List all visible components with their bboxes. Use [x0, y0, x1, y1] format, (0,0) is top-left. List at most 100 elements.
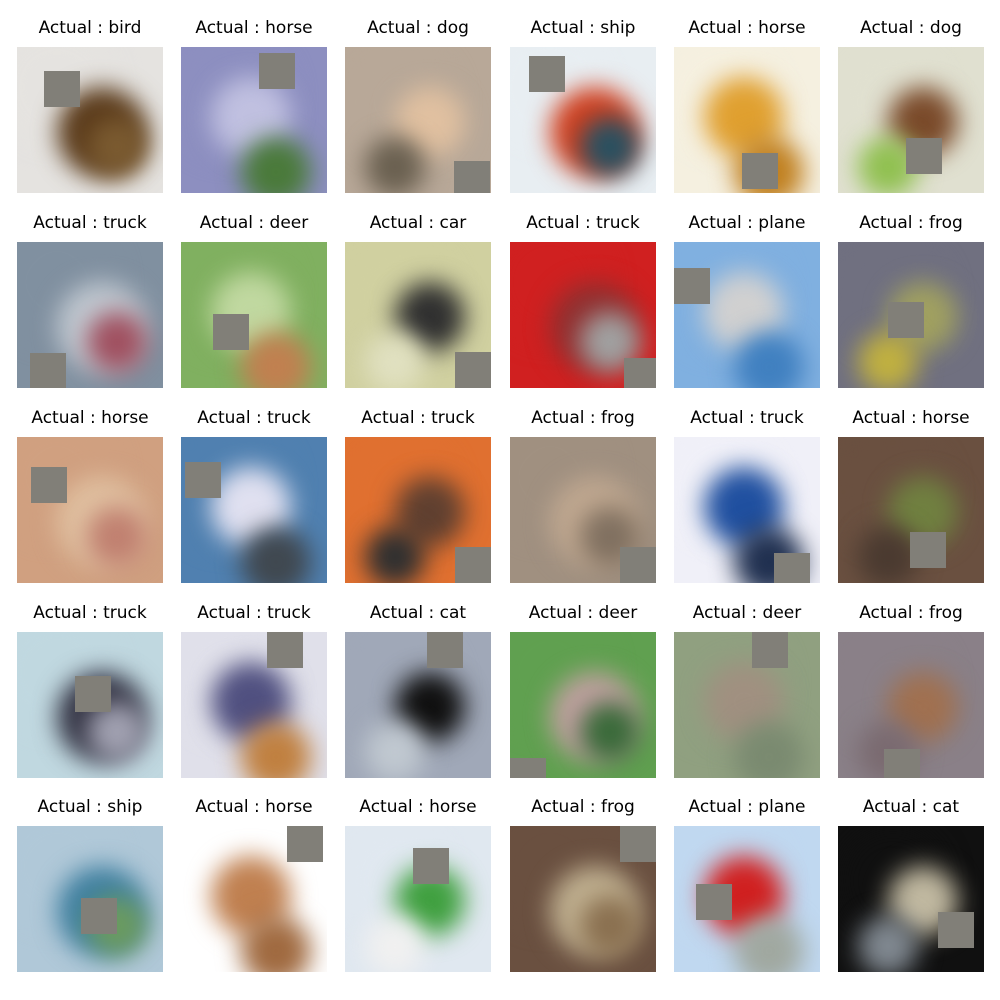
tile-image	[17, 437, 163, 583]
tile-label: Actual : car	[369, 213, 467, 233]
occlusion-mask	[910, 532, 946, 568]
tile-label: Actual : truck	[690, 408, 804, 428]
tile-label: Actual : horse	[359, 797, 477, 817]
tile-image	[838, 242, 984, 388]
image-blob	[87, 312, 147, 372]
tile-image	[181, 47, 327, 193]
tile-label: Actual : horse	[195, 18, 313, 38]
occlusion-mask	[674, 268, 710, 304]
tile-label: Actual : deer	[528, 603, 638, 623]
tile-image	[838, 437, 984, 583]
tile-label: Actual : truck	[33, 603, 147, 623]
tile-label: Actual : frog	[531, 797, 635, 817]
image-blob	[734, 722, 804, 778]
tile-label: Actual : horse	[852, 408, 970, 428]
image-blob	[241, 722, 311, 778]
tile-label: Actual : cat	[369, 603, 467, 623]
occlusion-mask	[213, 314, 249, 350]
image-blob	[734, 916, 804, 972]
occlusion-mask	[620, 547, 656, 583]
image-blob	[365, 722, 425, 778]
tile-image	[674, 47, 820, 193]
tile-image	[510, 242, 656, 388]
occlusion-mask	[620, 826, 656, 862]
tile-label: Actual : truck	[526, 213, 640, 233]
tile-label: Actual : cat	[862, 797, 960, 817]
image-blob	[87, 117, 147, 177]
tile-label: Actual : dog	[860, 18, 962, 38]
tile-image	[674, 242, 820, 388]
image-blob	[87, 702, 147, 762]
image-blob	[241, 332, 311, 388]
image-blob	[580, 896, 640, 956]
tile-label: Actual : plane	[688, 797, 806, 817]
occlusion-mask	[75, 676, 111, 712]
image-blob	[580, 702, 640, 762]
occlusion-mask	[44, 71, 80, 107]
tile-label: Actual : deer	[692, 603, 802, 623]
tile-label: Actual : truck	[361, 408, 475, 428]
tile-image	[181, 437, 327, 583]
tile-label: Actual : dog	[367, 18, 469, 38]
tile-image	[510, 47, 656, 193]
occlusion-mask	[413, 848, 449, 884]
occlusion-mask	[31, 467, 67, 503]
occlusion-mask	[906, 138, 942, 174]
tile-image	[345, 47, 491, 193]
tile-label: Actual : frog	[859, 213, 963, 233]
image-blob	[365, 527, 425, 583]
image-blob	[241, 137, 311, 193]
image-blob	[365, 332, 425, 388]
occlusion-mask	[884, 749, 920, 778]
tile-image	[674, 826, 820, 972]
image-blob	[241, 916, 311, 972]
tile-image	[17, 632, 163, 778]
tile-image	[17, 47, 163, 193]
tile-image	[345, 632, 491, 778]
occlusion-mask	[742, 153, 778, 189]
occlusion-mask	[938, 912, 974, 948]
image-blob	[858, 527, 918, 583]
tile-label: Actual : frog	[859, 603, 963, 623]
tile-image	[345, 826, 491, 972]
occlusion-mask	[259, 53, 295, 89]
occlusion-mask	[185, 462, 221, 498]
tile-label: Actual : truck	[197, 603, 311, 623]
tile-image	[674, 632, 820, 778]
tile-label: Actual : truck	[33, 213, 147, 233]
occlusion-mask	[752, 632, 788, 668]
occlusion-mask	[510, 758, 546, 778]
tile-label: Actual : horse	[195, 797, 313, 817]
tile-label: Actual : bird	[38, 18, 142, 38]
tile-image	[510, 826, 656, 972]
occlusion-mask	[696, 884, 732, 920]
tile-label: Actual : horse	[688, 18, 806, 38]
image-blob	[858, 916, 918, 972]
tile-label: Actual : frog	[531, 408, 635, 428]
image-blob	[858, 332, 918, 388]
tile-image	[17, 242, 163, 388]
occlusion-mask	[30, 353, 66, 388]
tile-image	[345, 242, 491, 388]
occlusion-mask	[427, 632, 463, 668]
tile-image	[181, 632, 327, 778]
image-blob	[241, 527, 311, 583]
tile-image	[838, 826, 984, 972]
tile-label: Actual : plane	[688, 213, 806, 233]
tile-label: Actual : ship	[37, 797, 143, 817]
occlusion-mask	[454, 161, 490, 193]
tile-image	[510, 632, 656, 778]
occlusion-mask	[81, 898, 117, 934]
tile-image	[838, 47, 984, 193]
tile-image	[17, 826, 163, 972]
tile-label: Actual : ship	[530, 18, 636, 38]
tile-label: Actual : truck	[197, 408, 311, 428]
occlusion-mask	[888, 302, 924, 338]
occlusion-mask	[455, 352, 491, 388]
occlusion-mask	[287, 826, 323, 862]
tile-image	[674, 437, 820, 583]
image-blob	[580, 117, 640, 177]
image-blob	[365, 916, 425, 972]
tile-image	[181, 826, 327, 972]
